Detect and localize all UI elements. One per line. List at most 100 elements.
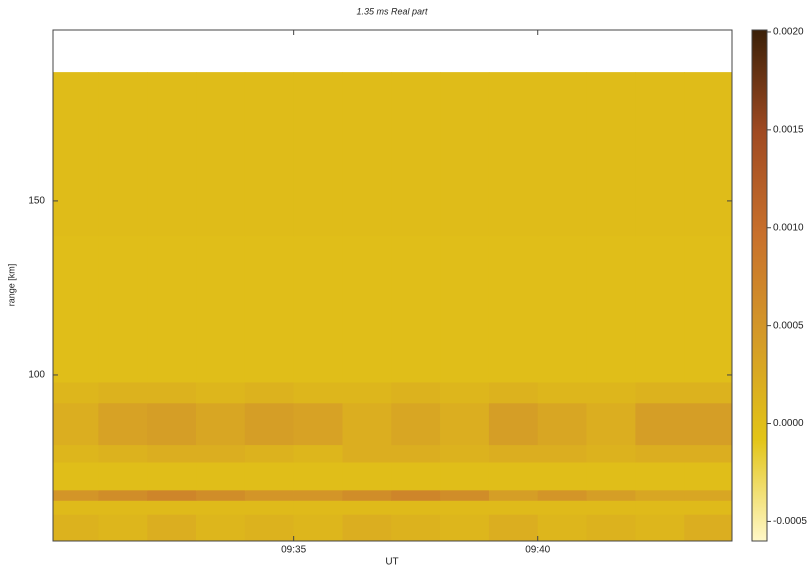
heatmap-cell bbox=[488, 235, 539, 383]
heatmap-cell bbox=[537, 72, 588, 237]
heatmap-cell bbox=[244, 514, 295, 542]
heatmap-cell bbox=[635, 444, 685, 463]
colorbar-tick-label: 0.0010 bbox=[773, 222, 804, 233]
heatmap-cell bbox=[391, 235, 441, 383]
heatmap-cell bbox=[293, 444, 343, 463]
heatmap-cell bbox=[293, 381, 343, 404]
heatmap-cell bbox=[586, 514, 636, 542]
heatmap-cell bbox=[635, 72, 685, 237]
heatmap-cell bbox=[147, 402, 197, 446]
heatmap-cell bbox=[147, 235, 197, 383]
heatmap-cell bbox=[537, 500, 588, 515]
heatmap-cell bbox=[488, 381, 539, 404]
heatmap-cell bbox=[342, 500, 392, 515]
heatmap-cell bbox=[537, 461, 588, 491]
heatmap-cell bbox=[147, 514, 197, 542]
heatmap-cell bbox=[488, 489, 539, 501]
heatmap-cell bbox=[98, 514, 148, 542]
heatmap-cell bbox=[244, 235, 295, 383]
colorbar-tick-label: 0.0005 bbox=[773, 320, 804, 331]
heatmap-cell bbox=[196, 489, 246, 501]
heatmap-cell bbox=[53, 514, 99, 542]
heatmap-cell bbox=[244, 381, 295, 404]
heatmap-cell bbox=[684, 444, 733, 463]
colorbar-tick-label: 0.0020 bbox=[773, 27, 804, 38]
heatmap-cell bbox=[147, 72, 197, 237]
heatmap-cell bbox=[53, 444, 99, 463]
heatmap-cell bbox=[342, 402, 392, 446]
heatmap-cell bbox=[53, 381, 99, 404]
heatmap-cell bbox=[293, 461, 343, 491]
heatmap-cell bbox=[586, 381, 636, 404]
heatmap-cell bbox=[440, 514, 490, 542]
heatmap-cell bbox=[488, 402, 539, 446]
heatmap-cell bbox=[53, 500, 99, 515]
colorbar-tick-label: -0.0005 bbox=[773, 516, 807, 527]
heatmap-cell bbox=[537, 444, 588, 463]
heatmap-cell bbox=[488, 72, 539, 237]
heatmap-cell bbox=[196, 381, 246, 404]
heatmap-cell bbox=[244, 444, 295, 463]
heatmap-cell bbox=[440, 489, 490, 501]
heatmap-cell bbox=[342, 444, 392, 463]
heatmap-cell bbox=[53, 72, 99, 237]
heatmap-cell bbox=[196, 514, 246, 542]
heatmap-cell bbox=[635, 381, 685, 404]
heatmap-cell bbox=[147, 489, 197, 501]
heatmap-cell bbox=[391, 444, 441, 463]
plot-frame bbox=[52, 29, 733, 542]
heatmap-cell bbox=[293, 489, 343, 501]
heatmap-cell bbox=[440, 444, 490, 463]
chart-title: 1.35 ms Real part bbox=[356, 6, 428, 16]
heatmap-cell bbox=[147, 381, 197, 404]
heatmap-cell bbox=[635, 489, 685, 501]
heatmap-cell bbox=[196, 500, 246, 515]
heatmap-cell bbox=[586, 461, 636, 491]
colorbar-tick-label: 0.0000 bbox=[773, 418, 804, 429]
heatmap-cell bbox=[293, 235, 343, 383]
heatmap-cell bbox=[684, 235, 733, 383]
heatmap-cell bbox=[684, 461, 733, 491]
heatmap-cell bbox=[391, 500, 441, 515]
heatmap-cell bbox=[196, 235, 246, 383]
heatmap-cell bbox=[440, 402, 490, 446]
heatmap-cell bbox=[488, 444, 539, 463]
colorbar-tick-label: 0.0015 bbox=[773, 124, 804, 135]
colorbar bbox=[751, 29, 768, 542]
heatmap-cell bbox=[342, 461, 392, 491]
heatmap-cell bbox=[488, 514, 539, 542]
heatmap-cell bbox=[635, 235, 685, 383]
heatmap-cell bbox=[391, 514, 441, 542]
heatmap-cell bbox=[98, 461, 148, 491]
heatmap-cell bbox=[147, 461, 197, 491]
heatmap-cell bbox=[586, 489, 636, 501]
heatmap-cell bbox=[196, 444, 246, 463]
heatmap-cell bbox=[440, 381, 490, 404]
heatmap-cell bbox=[391, 72, 441, 237]
heatmap-cell bbox=[98, 489, 148, 501]
heatmap-cell bbox=[684, 489, 733, 501]
heatmap-cell bbox=[391, 402, 441, 446]
heatmap-cell bbox=[293, 402, 343, 446]
heatmap-cell bbox=[98, 444, 148, 463]
heatmap-cell bbox=[586, 500, 636, 515]
heatmap-cell bbox=[342, 489, 392, 501]
heatmap-cell bbox=[586, 402, 636, 446]
heatmap-cell bbox=[147, 444, 197, 463]
heatmap-cell bbox=[293, 514, 343, 542]
heatmap-cell bbox=[684, 514, 733, 542]
heatmap-cell bbox=[293, 72, 343, 237]
heatmap-cell bbox=[53, 402, 99, 446]
heatmap-cell bbox=[196, 72, 246, 237]
heatmap-cell bbox=[98, 402, 148, 446]
heatmap-cell bbox=[635, 461, 685, 491]
heatmap-cell bbox=[98, 72, 148, 237]
heatmap-cell bbox=[635, 402, 685, 446]
heatmap-cell bbox=[440, 500, 490, 515]
heatmap-cell bbox=[98, 500, 148, 515]
y-axis-label: range [km] bbox=[6, 264, 16, 307]
heatmap-cell bbox=[391, 489, 441, 501]
heatmap-cell bbox=[586, 444, 636, 463]
heatmap-cell bbox=[684, 72, 733, 237]
